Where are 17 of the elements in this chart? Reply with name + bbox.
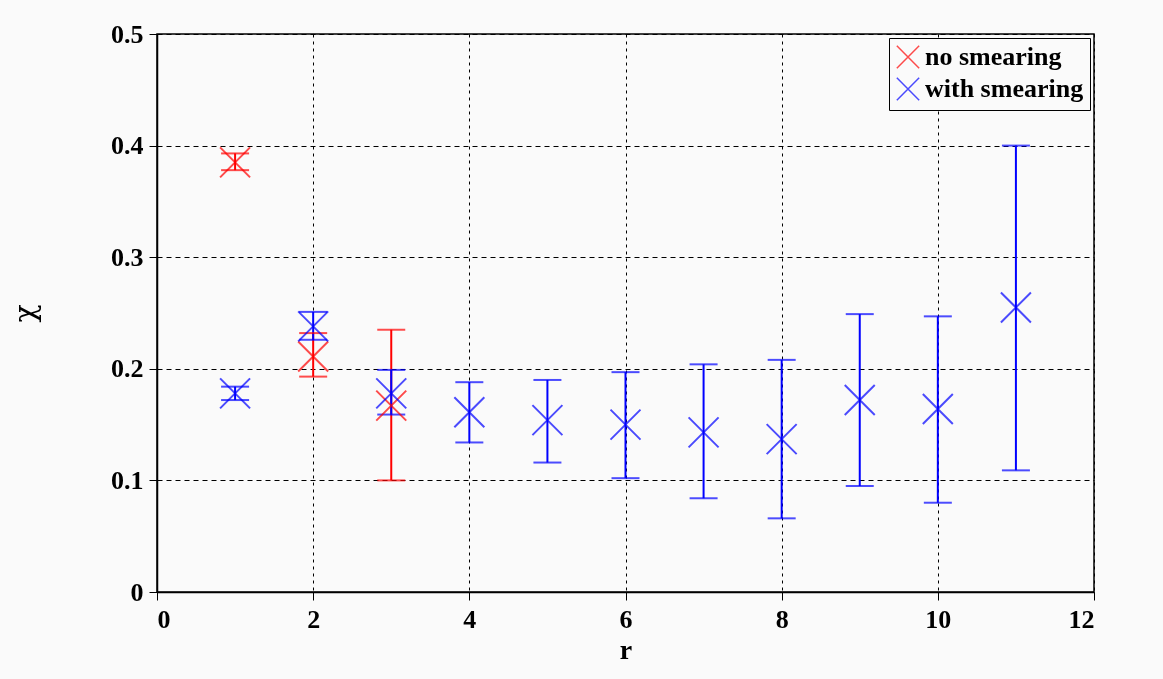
- y-tick-label: 0.5: [111, 19, 144, 49]
- x-tick-label: 6: [619, 604, 633, 634]
- y-axis-title: χ: [7, 304, 42, 323]
- x-tick-label: 4: [463, 604, 477, 634]
- y-tick-label: 0.2: [111, 354, 144, 384]
- y-tick-label: 0.3: [111, 242, 144, 272]
- x-tick-label: 2: [307, 604, 321, 634]
- x-tick-label: 8: [775, 604, 789, 634]
- legend-label: no smearing: [925, 42, 1062, 71]
- y-tick-label: 0.4: [111, 131, 144, 161]
- x-tick-label: 12: [1068, 604, 1095, 634]
- x-tick-label: 0: [157, 604, 171, 634]
- x-tick-label: 10: [925, 604, 952, 634]
- x-axis-title: r: [619, 633, 633, 665]
- y-tick-label: 0.1: [111, 465, 144, 495]
- legend-label: with smearing: [925, 74, 1084, 103]
- y-tick-label: 0: [130, 577, 144, 607]
